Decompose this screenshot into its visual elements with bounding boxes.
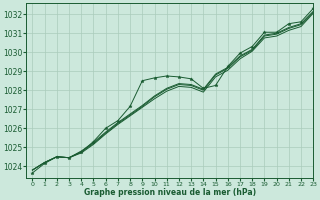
X-axis label: Graphe pression niveau de la mer (hPa): Graphe pression niveau de la mer (hPa)	[84, 188, 256, 197]
